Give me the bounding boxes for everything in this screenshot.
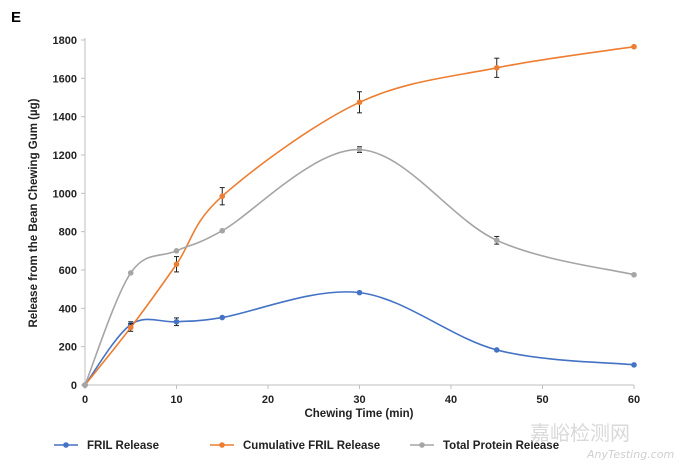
data-point: [173, 318, 180, 325]
legend-marker: [63, 442, 69, 448]
y-axis-title: Release from the Bean Chewing Gum (µg): [28, 98, 40, 327]
watermark-subtext: AnyTesting.com: [586, 448, 674, 461]
data-point: [219, 227, 226, 234]
watermark-text: 嘉峪检测网: [530, 421, 630, 445]
y-tick-label: 0: [71, 380, 77, 392]
legend-item: Total Protein Release: [410, 440, 559, 452]
legend-label: Cumulative FRIL Release: [243, 440, 380, 452]
x-tick-label: 40: [445, 394, 457, 406]
data-point: [631, 43, 637, 50]
data-point: [127, 324, 134, 331]
y-tick-label: 400: [59, 303, 77, 315]
series-3: [82, 146, 637, 388]
y-tick-label: 800: [59, 227, 77, 239]
legend-item: Cumulative FRIL Release: [210, 440, 380, 452]
series-line: [84, 148, 635, 386]
y-tick-label: 600: [59, 265, 77, 277]
legend-item: FRIL Release: [54, 440, 159, 452]
data-point: [631, 362, 637, 368]
series-layer: [82, 43, 637, 388]
data-point: [356, 99, 363, 106]
data-point: [631, 271, 637, 278]
data-point: [173, 248, 180, 254]
y-tick-label: 1000: [53, 188, 77, 200]
y-tick-label: 200: [59, 342, 77, 354]
data-point: [219, 314, 226, 321]
data-point: [493, 237, 500, 244]
y-tick-label: 1400: [53, 112, 77, 124]
legend-marker: [219, 442, 225, 448]
legend-label: FRIL Release: [87, 440, 159, 452]
data-point: [356, 289, 363, 296]
data-point: [493, 64, 500, 71]
x-tick-label: 0: [82, 394, 88, 406]
y-tick-label: 1600: [53, 73, 77, 85]
data-point: [356, 146, 363, 153]
y-tick-label: 1200: [53, 150, 77, 162]
x-tick-label: 50: [536, 394, 548, 406]
series-2: [82, 43, 637, 388]
x-tick-label: 20: [262, 394, 274, 406]
legend-marker: [419, 442, 425, 448]
data-point: [493, 347, 500, 353]
x-tick-label: 30: [353, 394, 365, 406]
y-tick-label: 1800: [53, 35, 77, 47]
series-line: [84, 291, 635, 386]
x-axis-title: Chewing Time (min): [304, 408, 413, 420]
legend-label: Total Protein Release: [443, 440, 559, 452]
axes: 0 200 400 600 800 1000 1200 1400 1600 1800 0 10 20 30…: [53, 35, 641, 406]
x-tick-label: 60: [628, 394, 640, 406]
series-1: [82, 289, 637, 388]
data-point: [173, 261, 180, 268]
x-tick-label: 10: [170, 394, 182, 406]
legend: FRIL Release Cumulative FRIL Release Total…: [54, 440, 559, 452]
panel-label: E: [11, 9, 21, 26]
data-point: [82, 382, 88, 388]
data-point: [127, 270, 134, 276]
data-point: [219, 193, 226, 200]
